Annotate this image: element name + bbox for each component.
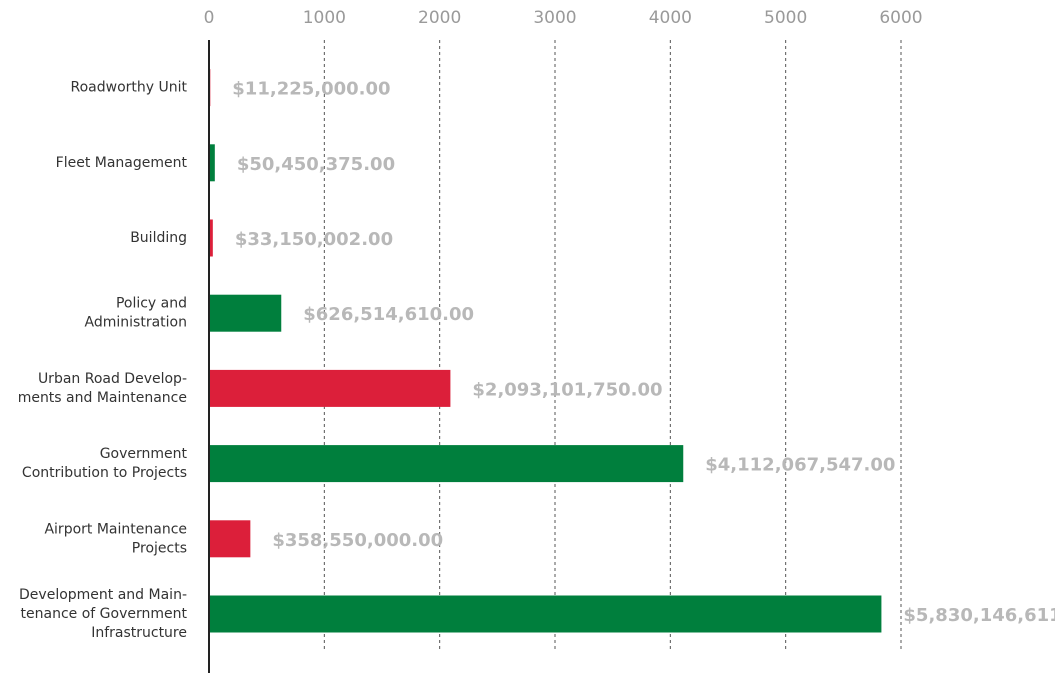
category-label: Building (130, 230, 187, 246)
category-label: Policy and (116, 296, 187, 312)
x-tick-label: 4000 (649, 8, 692, 28)
category-label: tenance of Government (21, 606, 188, 622)
category-label: Development and Main- (19, 587, 187, 603)
bar (209, 369, 451, 407)
data-label: $4,112,067,547.00 (705, 455, 895, 476)
category-label: Fleet Management (56, 155, 188, 171)
category-label: Contribution to Projects (22, 465, 187, 481)
category-label: Infrastructure (91, 625, 187, 641)
bar (209, 219, 213, 257)
data-label: $33,150,002.00 (235, 229, 393, 250)
bar (209, 595, 882, 633)
x-tick-label: 2000 (418, 8, 461, 28)
bar (209, 294, 282, 332)
category-label: Urban Road Develop- (38, 371, 187, 387)
bar (209, 445, 684, 483)
data-label: $50,450,375.00 (237, 154, 395, 175)
data-label: $358,550,000.00 (272, 530, 443, 551)
x-tick-label: 6000 (879, 8, 922, 28)
bar (209, 520, 251, 558)
data-label: $5,830,146,611.00 (903, 605, 1055, 626)
x-tick-label: 5000 (764, 8, 807, 28)
category-label: Administration (85, 315, 187, 331)
bar (209, 144, 215, 182)
category-label: Projects (132, 540, 187, 556)
category-label: Roadworthy Unit (71, 80, 188, 96)
category-label: Airport Maintenance (44, 521, 187, 537)
data-label: $11,225,000.00 (232, 79, 390, 100)
data-label: $2,093,101,750.00 (472, 379, 662, 400)
category-label: ments and Maintenance (18, 390, 187, 406)
x-tick-label: 3000 (533, 8, 576, 28)
x-tick-label: 1000 (303, 8, 346, 28)
data-label: $626,514,610.00 (303, 304, 474, 325)
x-tick-label: 0 (204, 8, 215, 28)
category-label: Government (100, 446, 188, 462)
